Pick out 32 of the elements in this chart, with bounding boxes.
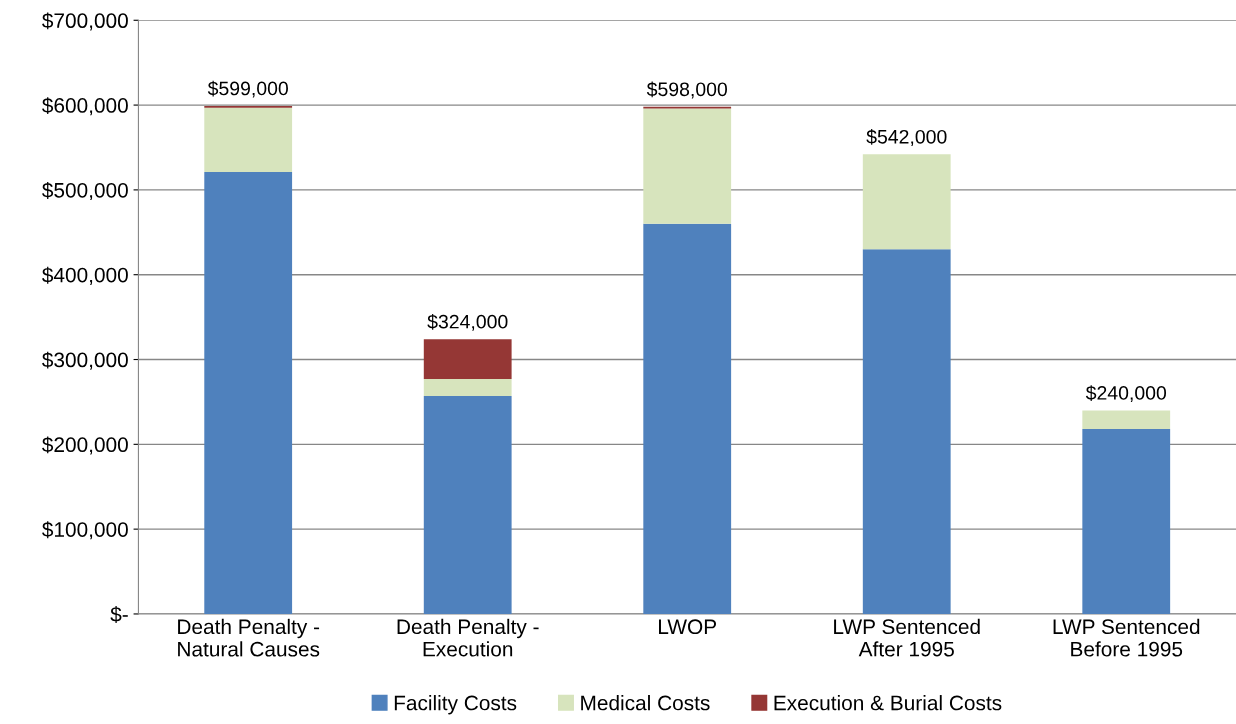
bar [862,154,951,250]
y-tick-label: $700,000 [42,12,128,31]
bar [1082,410,1171,430]
x-tick-label: LWP Sentenced After 1995 [834,618,980,657]
bar [1082,429,1171,614]
legend-label: Execution & Burial Costs [774,695,1002,711]
legend-label: Facility Costs [394,695,517,715]
x-tick-label: Death Penalty - Natural Causes [178,618,320,657]
total-label: $599,000 [207,80,288,98]
y-tick-label: $600,000 [42,97,128,116]
x-tick-label: LWOP [659,619,717,635]
bar [423,395,512,614]
total-label: $598,000 [646,81,728,99]
y-tick-label: $200,000 [42,436,128,455]
x-tick-label: LWP Sentenced Before 1995 [1053,618,1200,657]
bar [643,108,732,224]
x-tick-label: Death Penalty - Execution [397,618,539,657]
y-tick-label: $400,000 [42,266,128,285]
bar [204,107,293,173]
total-label: $324,000 [427,313,508,331]
y-tick-label: $500,000 [42,182,128,201]
bar [643,223,732,614]
y-tick-label: $- [110,606,128,623]
bar [862,249,951,614]
y-tick-label: $300,000 [42,351,128,370]
y-tick-label: $100,000 [42,521,128,540]
bar [423,339,512,380]
bar [204,172,293,614]
total-label: $542,000 [866,129,947,146]
total-label: $240,000 [1085,385,1167,403]
bar [423,379,512,396]
legend-label: Medical Costs [581,695,710,711]
